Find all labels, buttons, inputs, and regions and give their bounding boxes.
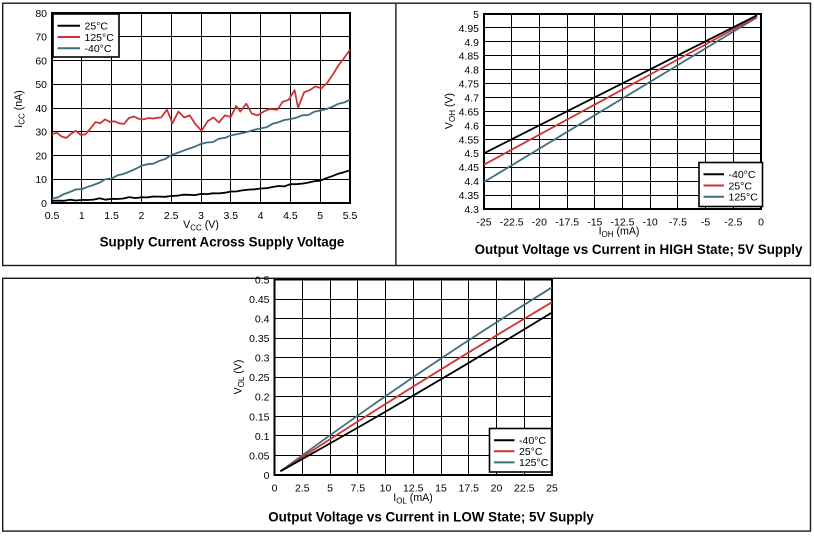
- svg-text:ICC (nA): ICC (nA): [13, 90, 27, 127]
- svg-text:0: 0: [758, 217, 764, 229]
- svg-text:1.5: 1.5: [104, 210, 119, 222]
- svg-text:0.1: 0.1: [255, 431, 270, 443]
- svg-text:12.5: 12.5: [403, 483, 424, 495]
- svg-text:10: 10: [380, 483, 392, 495]
- svg-text:IOH (mA): IOH (mA): [599, 226, 640, 240]
- svg-text:4.7: 4.7: [464, 92, 479, 104]
- svg-text:-2.5: -2.5: [724, 217, 742, 229]
- svg-text:4.45: 4.45: [459, 162, 480, 174]
- svg-text:4.85: 4.85: [459, 51, 480, 63]
- svg-text:25: 25: [546, 483, 558, 495]
- svg-text:-40°C: -40°C: [519, 435, 546, 447]
- svg-text:22.5: 22.5: [514, 483, 535, 495]
- svg-text:0.2: 0.2: [255, 392, 270, 404]
- svg-text:7.5: 7.5: [350, 483, 365, 495]
- svg-text:-7.5: -7.5: [669, 217, 687, 229]
- svg-text:4.9: 4.9: [464, 37, 479, 49]
- svg-text:0.35: 0.35: [249, 333, 270, 345]
- svg-text:0.3: 0.3: [255, 353, 270, 365]
- svg-text:3.5: 3.5: [223, 210, 238, 222]
- svg-text:0.05: 0.05: [249, 450, 270, 462]
- svg-text:125°C: 125°C: [519, 457, 549, 469]
- svg-text:5.5: 5.5: [343, 210, 358, 222]
- svg-text:5: 5: [327, 483, 333, 495]
- svg-text:4.8: 4.8: [464, 65, 479, 77]
- svg-text:0: 0: [264, 470, 270, 482]
- svg-text:20: 20: [35, 150, 47, 162]
- svg-text:-17.5: -17.5: [555, 217, 579, 229]
- svg-text:-10: -10: [643, 217, 658, 229]
- svg-text:Supply Current Across Supply V: Supply Current Across Supply Voltage: [100, 235, 345, 250]
- svg-text:-20: -20: [532, 217, 547, 229]
- svg-text:0.5: 0.5: [255, 274, 270, 286]
- svg-text:4.5: 4.5: [464, 148, 479, 160]
- svg-text:2.5: 2.5: [164, 210, 179, 222]
- svg-text:0.4: 0.4: [255, 314, 270, 326]
- svg-text:10: 10: [35, 174, 47, 186]
- svg-text:0: 0: [41, 198, 47, 210]
- svg-text:-22.5: -22.5: [500, 217, 524, 229]
- svg-text:VOL (V): VOL (V): [233, 360, 247, 395]
- svg-text:0.5: 0.5: [45, 210, 60, 222]
- svg-text:125°C: 125°C: [85, 32, 115, 44]
- svg-text:4.95: 4.95: [459, 23, 480, 35]
- svg-text:4: 4: [258, 210, 264, 222]
- svg-text:25°C: 25°C: [85, 21, 109, 33]
- svg-text:125°C: 125°C: [729, 192, 759, 204]
- svg-text:VOH (V): VOH (V): [444, 93, 458, 129]
- svg-text:Output Voltage vs Current in L: Output Voltage vs Current in LOW State; …: [268, 510, 594, 525]
- svg-text:4.65: 4.65: [459, 106, 480, 118]
- svg-text:-40°C: -40°C: [85, 43, 112, 55]
- svg-text:4.75: 4.75: [459, 79, 480, 91]
- svg-text:2: 2: [138, 210, 144, 222]
- svg-text:4.55: 4.55: [459, 134, 480, 146]
- svg-text:50: 50: [35, 79, 47, 91]
- svg-text:5: 5: [317, 210, 323, 222]
- svg-text:-15: -15: [587, 217, 602, 229]
- svg-text:-25: -25: [476, 217, 491, 229]
- svg-text:-40°C: -40°C: [729, 169, 756, 181]
- svg-text:2.5: 2.5: [295, 483, 310, 495]
- svg-text:-5: -5: [701, 217, 710, 229]
- svg-text:25°C: 25°C: [519, 446, 543, 458]
- svg-text:0.45: 0.45: [249, 294, 270, 306]
- svg-text:80: 80: [35, 8, 47, 20]
- svg-text:0.15: 0.15: [249, 411, 270, 423]
- svg-text:4.3: 4.3: [464, 204, 479, 216]
- svg-text:3: 3: [198, 210, 204, 222]
- svg-text:5: 5: [473, 9, 479, 21]
- svg-text:40: 40: [35, 103, 47, 115]
- svg-text:Output Voltage vs Current in H: Output Voltage vs Current in HIGH State;…: [475, 242, 803, 257]
- svg-text:4.35: 4.35: [459, 190, 480, 202]
- svg-text:4.5: 4.5: [283, 210, 298, 222]
- svg-text:VCC (V): VCC (V): [183, 219, 219, 233]
- svg-text:-12.5: -12.5: [611, 217, 635, 229]
- svg-text:4.4: 4.4: [464, 176, 479, 188]
- svg-text:20: 20: [491, 483, 503, 495]
- svg-text:1: 1: [79, 210, 85, 222]
- svg-text:25°C: 25°C: [729, 180, 753, 192]
- svg-text:0.25: 0.25: [249, 372, 270, 384]
- svg-text:15: 15: [435, 483, 447, 495]
- svg-text:4.6: 4.6: [464, 120, 479, 132]
- svg-text:17.5: 17.5: [459, 483, 480, 495]
- svg-text:IOL (mA): IOL (mA): [393, 492, 433, 506]
- svg-text:60: 60: [35, 55, 47, 67]
- svg-text:0: 0: [272, 483, 278, 495]
- svg-text:30: 30: [35, 127, 47, 139]
- svg-text:70: 70: [35, 32, 47, 44]
